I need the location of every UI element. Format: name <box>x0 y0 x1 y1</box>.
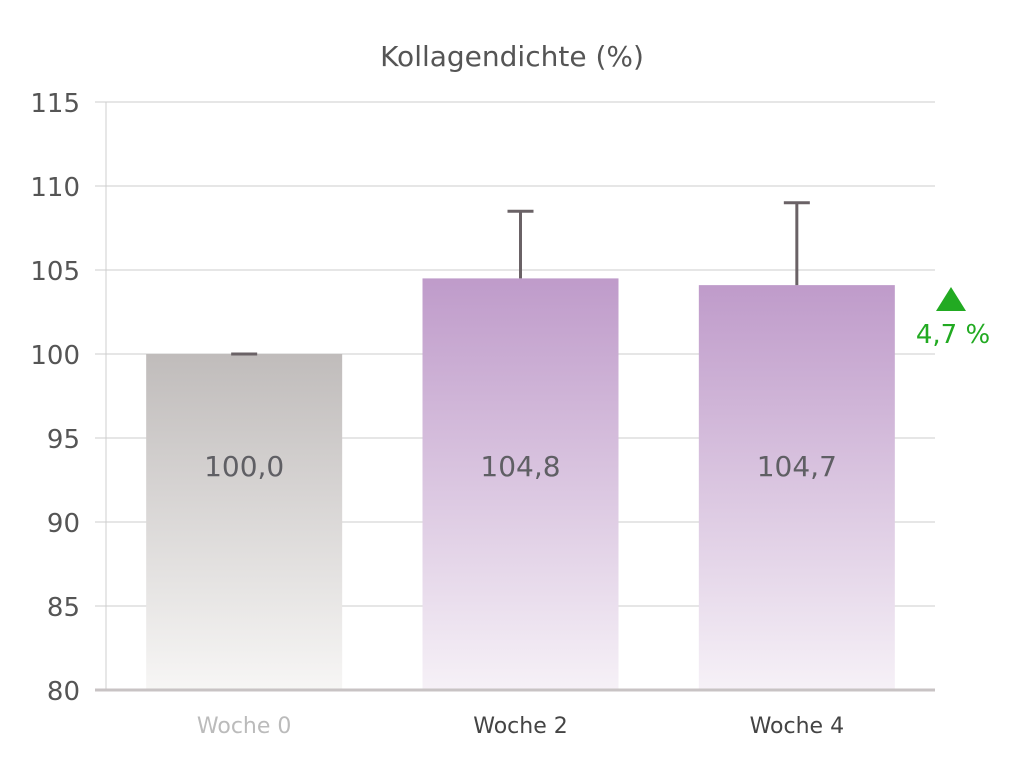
y-tick-label-85: 85 <box>47 593 80 623</box>
up-triangle-icon <box>936 287 966 311</box>
bars <box>146 278 895 690</box>
y-tick-label-90: 90 <box>47 509 80 539</box>
y-tick-label-80: 80 <box>47 677 80 707</box>
change-annotation-text: 4,7 % <box>916 320 990 350</box>
y-tick-label-105: 105 <box>30 257 80 287</box>
bar-3 <box>698 285 895 690</box>
bar-1 <box>146 354 343 690</box>
value-labels: 100,0 104,8 104,7 <box>204 450 837 483</box>
y-axis-ticks: 115 110 105 100 95 90 85 80 <box>30 89 80 707</box>
x-axis-labels: Woche 0 Woche 2 Woche 4 <box>197 714 844 739</box>
change-annotation: 4,7 % <box>916 287 990 350</box>
y-tick-label-100: 100 <box>30 341 80 371</box>
y-tick-label-110: 110 <box>30 173 80 203</box>
value-label-2: 104,8 <box>480 450 560 483</box>
x-tick-label-2: Woche 2 <box>473 714 568 739</box>
value-label-3: 104,7 <box>757 450 837 483</box>
y-tick-label-95: 95 <box>47 425 80 455</box>
bar-2 <box>422 278 619 690</box>
value-label-1: 100,0 <box>204 450 284 483</box>
x-tick-label-3: Woche 4 <box>750 714 845 739</box>
x-tick-label-1: Woche 0 <box>197 714 292 739</box>
chart-title: Kollagendichte (%) <box>380 40 644 73</box>
y-tick-label-115: 115 <box>30 89 80 119</box>
error-bars <box>231 201 810 356</box>
